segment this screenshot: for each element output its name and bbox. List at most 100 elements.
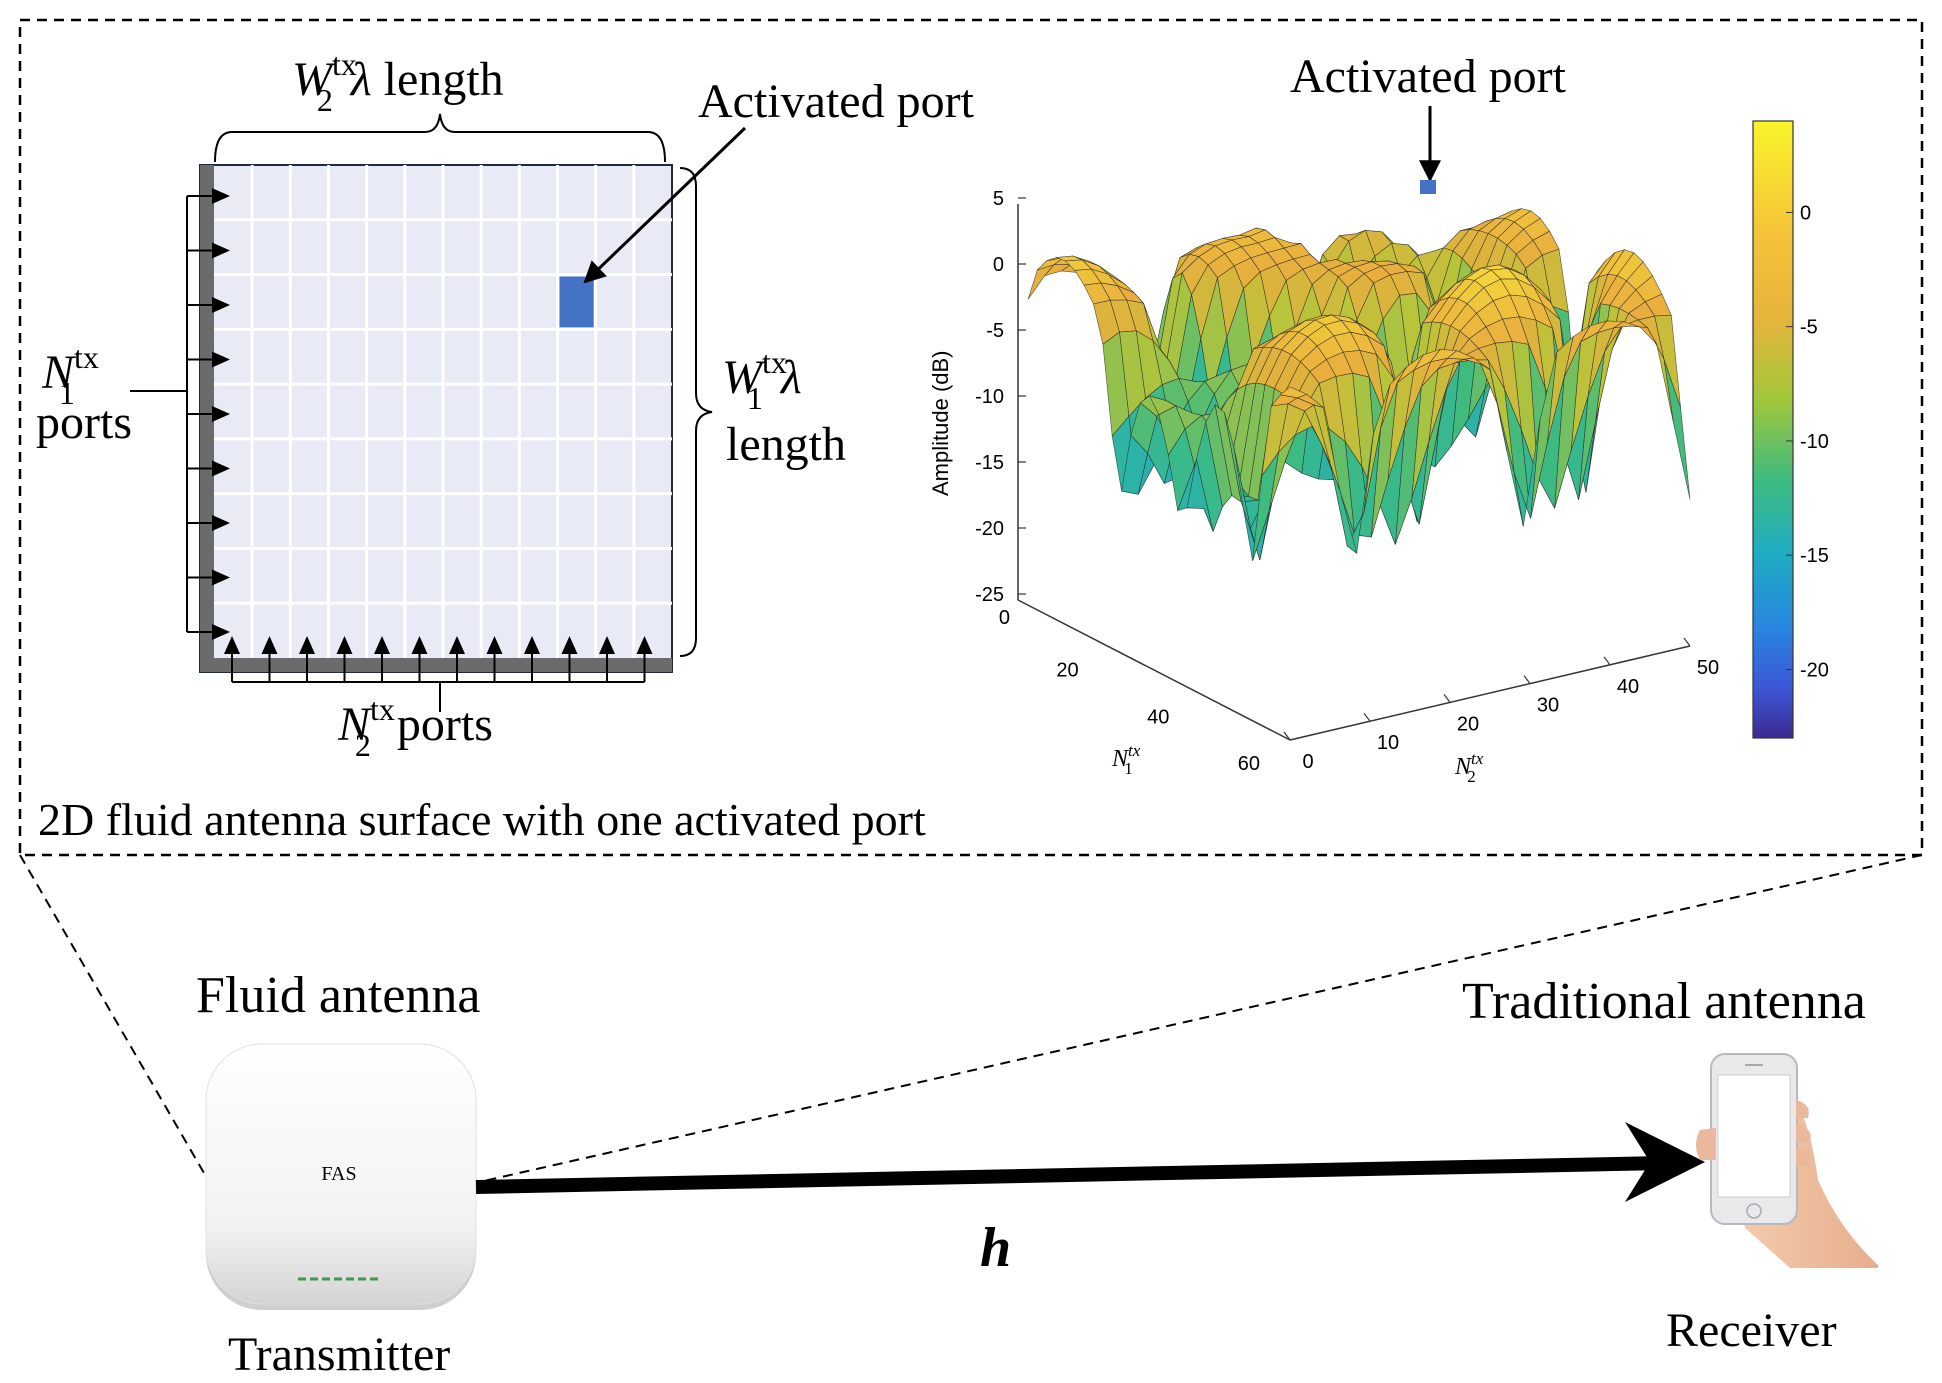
activated-port-label-right: Activated port [1290,50,1567,103]
y-tick-label: 40 [1617,676,1639,698]
bottom-port-arrow [449,636,465,654]
y-axis-label: Ntx 2 [1454,749,1484,786]
colorbar-tick-label: -10 [1800,431,1829,453]
right-length-word: length [726,418,846,471]
left-port-arrow [212,515,230,531]
y-axis-line [1289,645,1691,741]
colorbar: 0 -5 -10 -15 -20 [1752,120,1829,739]
left-port-arrow [212,188,230,204]
activated-port-arrow-left [583,126,747,284]
bottom-port-arrow [411,636,428,654]
activated-port-cell [559,276,594,328]
device-logo-text: FAS [321,1163,356,1185]
x-axis-line [1017,599,1291,741]
y-ticks: 0 10 20 30 40 50 [1283,637,1719,773]
bottom-port-bar [200,658,672,672]
y-tick-label: 0 [1302,751,1313,773]
left-port-arrow [212,624,230,640]
left-port-arrow [212,242,230,259]
phone-home-button [1746,1203,1762,1219]
device-body [205,1043,477,1305]
surface-patch [1279,386,1308,399]
fluid-antenna-label: Fluid antenna [196,967,481,1024]
panel-caption: 2D fluid antenna surface with one activa… [38,794,926,845]
y-tick-label: 30 [1537,695,1559,717]
z-tick-label: -10 [975,386,1004,408]
activated-port-marker-3d [1420,180,1436,194]
colorbar-tick-label: -20 [1800,659,1829,681]
bottom-port-arrow [374,636,390,654]
y-tick-mark [1603,656,1611,666]
left-port-arrow [212,406,230,422]
bottom-port-arrow [636,636,653,654]
channel-arrow [475,1156,1666,1194]
channel-label: h [980,1217,1011,1279]
colorbar-gradient [1752,120,1794,739]
receiver-phone [1696,1053,1878,1268]
z-tick-label: -20 [975,518,1004,540]
bottom-ports-label: Ntx 2 ports [337,691,493,763]
bottom-port-arrow [599,636,615,654]
left-feed-lines [186,188,230,640]
top-brace [214,113,666,163]
z-ticks: 5 0 -5 -10 -15 -20 -25 [975,188,1026,606]
bottom-port-arrow [524,636,540,654]
bottom-port-arrow [336,636,353,654]
z-tick-label: -25 [975,584,1004,606]
phone-screen [1717,1074,1791,1198]
y-tick-label: 20 [1457,713,1479,735]
x-ticks: 0 20 40 60 [999,607,1260,775]
bottom-port-arrow [299,636,315,654]
zoom-panel-border [18,18,1924,857]
x-tick-label: 0 [999,607,1010,629]
port-grid [199,164,673,673]
colorbar-tick-label: 0 [1800,202,1811,224]
left-port-arrow [212,351,230,368]
thumb-icon [1696,1128,1716,1160]
fingers-icon [1796,1100,1811,1166]
y-tick-mark [1363,712,1371,722]
colorbar-tick-label: -5 [1800,317,1818,339]
left-port-bar [200,165,214,672]
activated-port-label-left: Activated port [698,75,975,128]
z-tick-label: 5 [993,188,1004,210]
right-length-label: Wtx 1 λ [722,344,802,416]
top-length-label: Wtx 2 λ length [292,46,504,118]
traditional-antenna-label: Traditional antenna [1462,973,1866,1030]
zoom-line-left [19,854,209,1181]
zoom-line-right [474,854,1923,1184]
bottom-port-arrow [561,636,578,654]
colorbar-tick-label: -15 [1800,545,1829,567]
receiver-label: Receiver [1666,1304,1837,1357]
colorbar-ticks: 0 -5 -10 -15 -20 [1786,202,1829,681]
x-tick-label: 60 [1238,753,1260,775]
fas-device: FAS [205,1043,477,1310]
left-port-arrow [212,460,230,477]
transmitter-label: Transmitter [228,1328,450,1381]
x-axis-label: Ntx 1 [1111,741,1141,778]
bottom-feed-lines [224,636,653,683]
z-tick-label: 0 [993,254,1004,276]
z-tick-label: -15 [975,452,1004,474]
bottom-port-arrow [224,636,240,654]
y-tick-mark [1283,731,1291,741]
y-tick-mark [1683,637,1691,647]
z-tick-label: -5 [986,320,1004,342]
channel-arrowhead [1625,1122,1705,1202]
y-tick-mark [1443,694,1451,703]
left-port-arrow [212,569,230,586]
y-tick-mark [1523,675,1531,684]
right-brace [679,167,713,657]
z-axis-label: Amplitude (dB) [928,350,953,496]
left-ports-word: ports [36,396,132,449]
x-tick-label: 20 [1056,660,1078,682]
surface-mesh [1027,208,1691,561]
bottom-port-arrow [261,636,278,654]
left-port-arrow [212,297,230,313]
left-ports-label: Ntx 1 [41,339,99,411]
y-tick-label: 50 [1697,657,1719,679]
grid-background [199,164,673,673]
bottom-port-arrow [486,636,503,654]
